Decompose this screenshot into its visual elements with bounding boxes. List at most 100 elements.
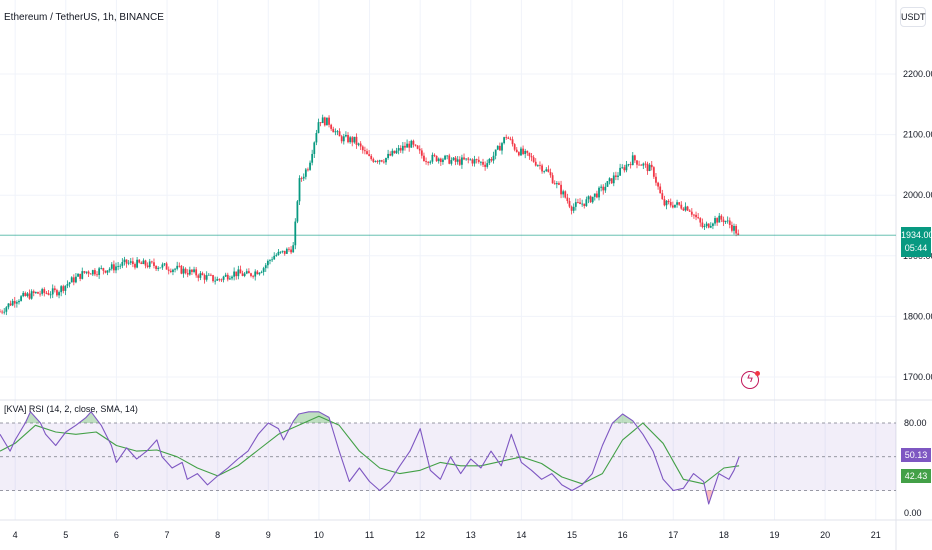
time-tick-label: 15	[567, 530, 577, 540]
candle-body	[439, 158, 442, 162]
candle-body	[376, 161, 379, 162]
candle-body	[49, 294, 52, 296]
candle-body	[709, 225, 712, 228]
candle-body	[526, 150, 529, 153]
candle-body	[229, 278, 231, 280]
time-tick-label: 10	[314, 530, 324, 540]
candle-body	[15, 302, 18, 304]
candle-body	[222, 276, 225, 280]
time-tick-label: 16	[618, 530, 628, 540]
candle-body	[574, 202, 577, 207]
candle-body	[450, 160, 453, 164]
candle-body	[75, 276, 77, 283]
candle-body	[290, 249, 292, 253]
candle-body	[686, 206, 689, 211]
candle-body	[408, 143, 411, 148]
overbought-fill	[91, 411, 93, 423]
candle-body	[467, 158, 470, 160]
candle-body	[363, 150, 366, 152]
candle-body	[549, 172, 552, 176]
candle-body	[623, 167, 626, 171]
time-tick-label: 14	[516, 530, 526, 540]
candle-body	[252, 275, 255, 277]
candle-body	[271, 259, 273, 261]
candle-body	[577, 202, 579, 203]
candle-body	[688, 210, 691, 212]
candle-body	[728, 220, 731, 225]
candle-body	[226, 274, 229, 280]
candle-body	[680, 204, 683, 209]
candle-body	[304, 169, 307, 177]
candle-body	[64, 285, 67, 291]
candle-body	[235, 271, 238, 277]
candle-body	[94, 270, 96, 275]
candle-body	[545, 169, 548, 172]
candle-body	[22, 292, 25, 297]
candle-body	[77, 273, 79, 277]
candle-body	[281, 250, 284, 252]
candle-body	[492, 155, 495, 161]
candle-body	[138, 259, 141, 263]
candle-body	[180, 265, 183, 274]
candle-body	[520, 148, 522, 156]
candle-body	[233, 271, 236, 277]
time-tick-label: 21	[871, 530, 881, 540]
candle-body	[684, 206, 687, 211]
candle-body	[669, 202, 672, 206]
candle-body	[288, 248, 290, 250]
candle-body	[207, 274, 210, 276]
time-tick-label: 19	[770, 530, 780, 540]
candle-body	[311, 153, 314, 163]
candle-body	[454, 157, 457, 162]
overbought-fill	[622, 414, 624, 423]
candle-body	[693, 214, 695, 216]
candle-body	[368, 154, 371, 156]
candle-body	[707, 223, 710, 228]
candle-body	[585, 199, 588, 207]
symbol-title[interactable]: Ethereum / TetherUS, 1h, BINANCE	[4, 12, 164, 23]
overbought-fill	[34, 416, 36, 423]
overbought-fill	[297, 414, 299, 423]
candle-body	[24, 292, 27, 297]
candle-body	[1, 311, 4, 313]
candle-body	[220, 279, 223, 281]
candle-body	[661, 193, 664, 200]
candle-body	[188, 269, 191, 275]
candle-body	[66, 284, 69, 286]
candle-body	[195, 269, 198, 276]
candle-body	[237, 269, 240, 277]
candle-body	[102, 268, 105, 271]
candle-body	[676, 202, 678, 205]
candles	[0, 114, 740, 316]
candle-body	[307, 169, 309, 171]
overbought-fill	[306, 411, 308, 423]
candle-body	[513, 144, 516, 150]
rsi-pane	[0, 411, 896, 505]
candle-body	[37, 292, 39, 294]
currency-button[interactable]: USDT	[900, 7, 926, 27]
candle-body	[608, 178, 611, 182]
candle-body	[108, 268, 111, 271]
candle-body	[26, 293, 29, 297]
candle-body	[378, 160, 381, 162]
candle-body	[515, 149, 518, 153]
candle-body	[667, 200, 670, 203]
candle-body	[186, 273, 189, 275]
candle-body	[62, 286, 65, 291]
indicator-title[interactable]: [KVA] RSI (14, 2, close, SMA, 14)	[4, 404, 138, 414]
candle-body	[39, 293, 41, 295]
flash-icon[interactable]: ϟ	[741, 371, 760, 389]
rsi-value-tag: 50.13	[901, 448, 931, 462]
candle-body	[372, 159, 375, 162]
candle-body	[629, 164, 632, 166]
candle-body	[115, 266, 117, 271]
candle-body	[410, 140, 413, 148]
candle-body	[589, 196, 592, 203]
candle-body	[380, 160, 383, 162]
candle-body	[553, 183, 556, 185]
candle-body	[452, 157, 455, 161]
candle-body	[153, 262, 155, 266]
last-price-tag: 1934.00 05:44	[901, 227, 932, 257]
price-tick-label: 2200.00	[903, 69, 932, 79]
